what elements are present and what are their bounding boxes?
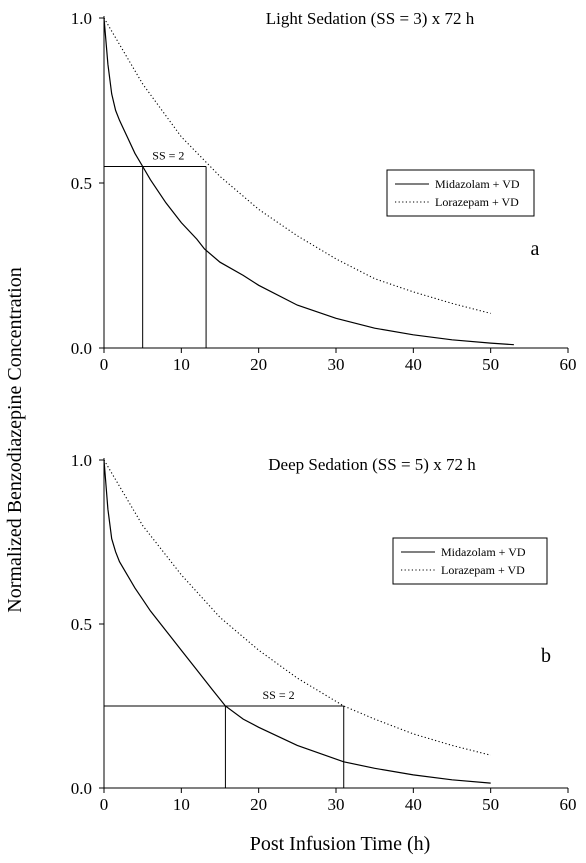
x-tick-label: 40: [405, 355, 422, 374]
chart-title: Light Sedation (SS = 3) x 72 h: [266, 9, 475, 28]
x-tick-label: 10: [173, 795, 190, 814]
legend-label: Lorazepam + VD: [441, 563, 525, 577]
ss2-label: SS = 2: [263, 688, 295, 702]
x-tick-label: 20: [250, 355, 267, 374]
y-tick-label: 0.5: [71, 174, 92, 193]
x-tick-label: 0: [100, 355, 109, 374]
x-tick-label: 60: [560, 355, 577, 374]
x-tick-label: 30: [328, 355, 345, 374]
series-line-midazolam: [103, 459, 491, 784]
chart-title: Deep Sedation (SS = 5) x 72 h: [268, 455, 476, 474]
y-tick-label: 0.0: [71, 339, 92, 358]
x-tick-label: 50: [482, 355, 499, 374]
x-tick-label: 60: [560, 795, 577, 814]
legend-label: Lorazepam + VD: [435, 195, 519, 209]
x-tick-label: 20: [250, 795, 267, 814]
legend-box: [386, 169, 535, 217]
legend-label: Midazolam + VD: [441, 545, 526, 559]
y-tick-label: 1.0: [71, 9, 92, 28]
x-tick-label: 10: [173, 355, 190, 374]
y-tick-label: 0.5: [71, 615, 92, 634]
y-axis-label: Normalized Benzodiazepine Concentration: [4, 267, 26, 612]
y-tick-label: 1.0: [71, 451, 92, 470]
panel-label: a: [531, 238, 540, 260]
ss2-label: SS = 2: [152, 149, 184, 163]
series-line-lorazepam: [103, 459, 491, 756]
x-tick-label: 50: [482, 795, 499, 814]
chart-panel-a: 0 10 20 30 40 50 60 0.0 0.5 1.0 Light Sedation (SS…: [71, 9, 577, 374]
chart-panel-b: 0 10 20 30 40 50 60 0.0 0.5 1.0 Deep Sedation (SS …: [71, 451, 577, 814]
series-line-midazolam: [103, 17, 514, 346]
x-axis-label: Post Infusion Time (h): [250, 833, 431, 855]
legend-label: Midazolam + VD: [435, 177, 520, 191]
y-tick-label: 0.0: [71, 779, 92, 798]
x-tick-label: 30: [328, 795, 345, 814]
x-tick-label: 40: [405, 795, 422, 814]
x-tick-label: 0: [100, 795, 109, 814]
legend-box: [392, 537, 548, 585]
series-line-lorazepam: [103, 17, 491, 314]
panel-label: b: [541, 645, 551, 667]
